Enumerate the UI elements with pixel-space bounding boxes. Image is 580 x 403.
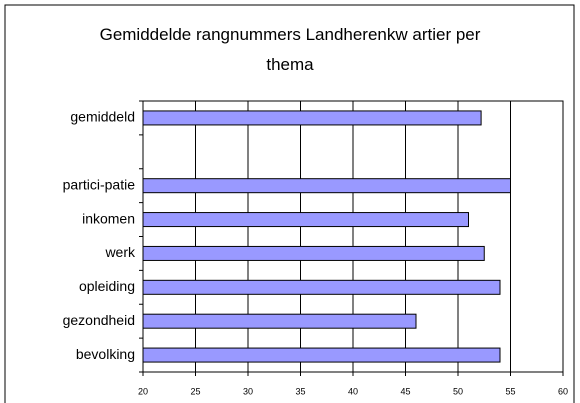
bar bbox=[142, 245, 485, 261]
x-tick-label: 55 bbox=[505, 386, 515, 396]
x-tick-label: 35 bbox=[295, 386, 305, 396]
x-tick-label: 60 bbox=[558, 386, 568, 396]
x-tick-label: 30 bbox=[243, 386, 253, 396]
chart-title: Gemiddelde rangnummers Landherenkw artie… bbox=[99, 25, 481, 74]
x-tick-label: 50 bbox=[453, 386, 463, 396]
y-tick-label: opleiding bbox=[79, 278, 135, 294]
bar bbox=[142, 212, 469, 228]
y-tick-label: inkomen bbox=[82, 210, 135, 226]
bar bbox=[142, 313, 417, 329]
bar bbox=[142, 178, 511, 194]
y-tick-label: gemiddeld bbox=[70, 109, 135, 125]
bar bbox=[142, 110, 482, 126]
x-tick-label: 45 bbox=[400, 386, 410, 396]
title-box: Gemiddelde rangnummers Landherenkw artie… bbox=[99, 25, 481, 74]
y-tick-label: gezondheid bbox=[63, 312, 135, 328]
y-tick-label: bevolking bbox=[76, 346, 135, 362]
y-tick-label: partici-patie bbox=[63, 176, 136, 192]
y-tick-label: werk bbox=[104, 244, 136, 260]
x-tick-label: 20 bbox=[138, 386, 148, 396]
bar bbox=[142, 347, 501, 363]
bar bbox=[142, 279, 501, 295]
x-tick-label: 25 bbox=[190, 386, 200, 396]
x-tick-label: 40 bbox=[348, 386, 358, 396]
